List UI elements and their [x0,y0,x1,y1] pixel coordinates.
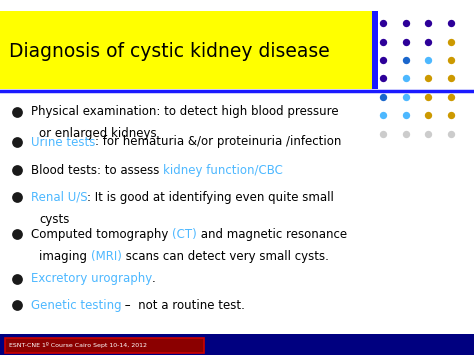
Point [13,168,20,173]
Point [402,94,410,100]
FancyBboxPatch shape [372,11,378,89]
Point [447,113,455,118]
Point [425,20,432,26]
Text: (CT): (CT) [172,228,197,241]
Point [447,131,455,137]
Text: cysts: cysts [39,213,70,225]
Point [447,39,455,44]
Text: ESNT-CNE 1º Course Cairo Sept 10-14, 2012: ESNT-CNE 1º Course Cairo Sept 10-14, 201… [9,343,146,348]
Point [13,302,20,308]
Point [13,276,20,282]
Point [425,94,432,100]
Text: : It is good at identifying even quite small: : It is good at identifying even quite s… [87,191,334,203]
Point [425,39,432,44]
Point [447,76,455,81]
Text: : to assess: : to assess [97,164,163,177]
Point [379,94,387,100]
Text: .: . [152,272,156,285]
Point [402,39,410,44]
FancyBboxPatch shape [0,334,474,355]
Point [379,113,387,118]
Point [402,131,410,137]
Text: and magnetic resonance: and magnetic resonance [197,228,347,241]
Point [379,57,387,63]
Point [425,76,432,81]
Point [379,76,387,81]
Point [425,113,432,118]
Point [379,39,387,44]
Text: : for hematuria &/or proteinuria /infection: : for hematuria &/or proteinuria /infect… [95,136,342,148]
Point [13,194,20,200]
Point [402,76,410,81]
Text: Genetic testing: Genetic testing [31,299,121,312]
Text: –  not a routine test.: – not a routine test. [121,299,246,312]
Point [402,57,410,63]
Text: Renal U/S: Renal U/S [31,191,87,203]
Text: Excretory urography: Excretory urography [31,272,152,285]
Point [13,139,20,145]
Point [447,20,455,26]
FancyBboxPatch shape [0,11,372,89]
Text: scans can detect very small cysts.: scans can detect very small cysts. [122,250,329,263]
Point [425,57,432,63]
Point [379,131,387,137]
Point [447,57,455,63]
Text: Physical examination: to detect high blood pressure: Physical examination: to detect high blo… [31,105,338,118]
Point [425,131,432,137]
Text: (MRI): (MRI) [91,250,122,263]
Point [447,94,455,100]
Point [13,109,20,115]
Text: kidney function/CBC: kidney function/CBC [163,164,283,177]
FancyBboxPatch shape [5,338,204,353]
Text: Urine tests: Urine tests [31,136,95,148]
Text: Computed tomography: Computed tomography [31,228,172,241]
Point [13,231,20,237]
Point [402,20,410,26]
Text: Blood tests: Blood tests [31,164,97,177]
Text: or enlarged kidneys: or enlarged kidneys [39,127,157,140]
Text: imaging: imaging [39,250,91,263]
Point [379,20,387,26]
Point [402,113,410,118]
Text: Diagnosis of cystic kidney disease: Diagnosis of cystic kidney disease [9,42,330,61]
